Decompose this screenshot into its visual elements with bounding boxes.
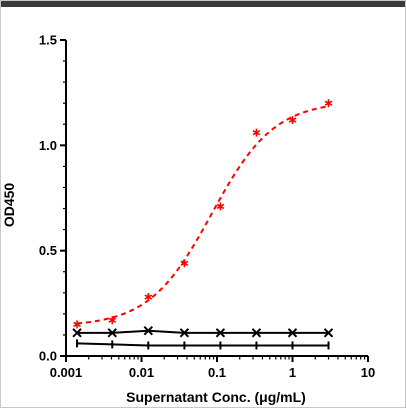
star-stroke [288,117,297,123]
axes: 0.0 0.5 1.0 1.5 0.001 0.01 0.1 1 10 [39,33,375,381]
x-stroke [107,328,117,338]
data-point-x [323,328,334,338]
data-point-x [287,328,298,338]
star-stroke [108,317,117,323]
x-axis-title: Supernatant Conc. (μg/mL) [126,389,306,405]
x-stroke [179,328,190,338]
star-stroke [252,129,261,136]
data-point-x [107,328,117,338]
x-stroke [143,326,153,336]
data-point-x [72,328,82,338]
star-stroke [144,294,153,300]
data-point-star [180,259,189,268]
star-stroke [324,100,333,106]
data-point-star [216,202,225,211]
data-point-x [215,328,226,338]
x-tick-label: 1 [289,365,296,380]
series-3-line [77,342,329,347]
x-tick-label: 0.01 [129,365,154,380]
x-stroke [215,328,226,338]
x-stroke [323,328,334,338]
data-point-x [251,328,262,338]
x-tick-label: 0.001 [50,365,83,380]
data-point-star [73,320,81,329]
star-stroke [180,260,189,267]
data-point-star [288,116,297,125]
data-point-star [324,99,333,108]
data-point-x [179,328,190,338]
x-tick-label: 0.1 [208,365,226,380]
series-2-line [77,329,329,334]
star-stroke [216,203,225,210]
y-tick-label: 1.5 [39,33,57,48]
data-point-star [108,316,117,325]
star-stroke [73,321,81,328]
data-point-star [252,128,261,137]
series-1-line [76,105,329,325]
y-tick-label: 0.0 [39,349,57,364]
x-stroke [287,328,298,338]
fit-curves [76,105,329,347]
y-tick-label: 0.5 [39,243,57,258]
y-axis-title: OD450 [1,183,17,228]
data-markers [72,99,334,350]
data-point-star [144,293,153,302]
x-stroke [72,328,82,338]
data-point-x [143,326,153,336]
x-stroke [251,328,262,338]
x-tick-label: 10 [361,365,375,380]
y-tick-label: 1.0 [39,138,57,153]
